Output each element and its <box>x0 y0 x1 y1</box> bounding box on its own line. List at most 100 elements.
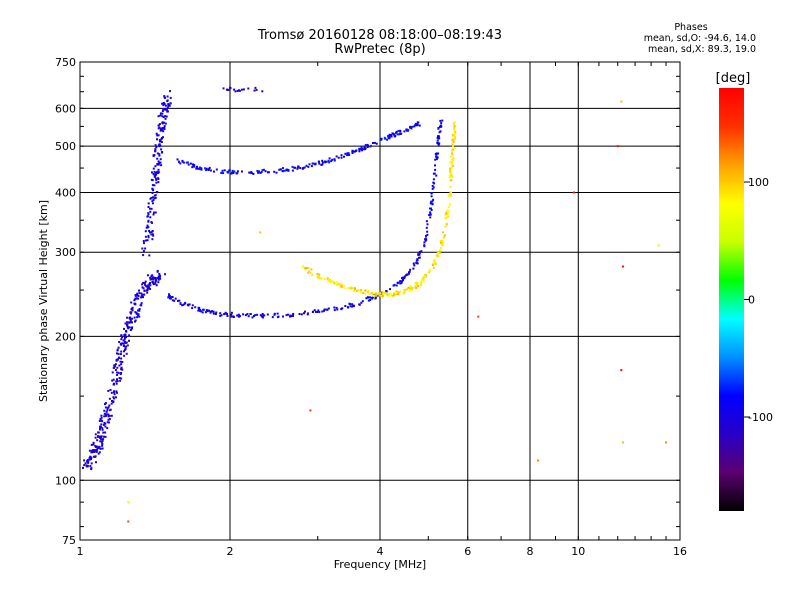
data-point <box>153 175 156 178</box>
data-point <box>115 396 117 399</box>
data-point <box>425 226 428 229</box>
data-point <box>438 251 441 254</box>
data-point <box>367 290 370 292</box>
data-point <box>327 307 330 310</box>
data-point <box>420 282 423 285</box>
data-point <box>212 312 215 315</box>
data-point <box>129 329 132 331</box>
data-point <box>126 316 129 319</box>
data-point <box>328 161 331 164</box>
data-point <box>395 290 398 293</box>
data-point <box>164 104 167 107</box>
data-point <box>88 449 91 452</box>
data-point <box>453 128 456 131</box>
data-point <box>453 121 456 124</box>
data-point <box>159 158 162 161</box>
data-point <box>98 445 101 448</box>
data-point <box>131 306 134 309</box>
data-point <box>317 309 320 312</box>
data-point <box>152 155 155 158</box>
data-point <box>416 262 419 265</box>
data-point <box>157 134 160 137</box>
data-point <box>197 306 200 309</box>
data-point <box>137 297 140 300</box>
data-point <box>429 211 432 214</box>
data-point <box>383 136 386 139</box>
data-point <box>120 357 123 360</box>
data-point <box>329 278 332 281</box>
data-point <box>442 236 445 239</box>
data-point <box>100 423 103 426</box>
data-point <box>419 284 422 287</box>
data-point <box>163 125 166 128</box>
data-point <box>101 427 104 430</box>
data-point <box>400 132 403 135</box>
data-point <box>389 288 391 291</box>
data-point <box>161 112 164 115</box>
data-point <box>410 127 413 130</box>
data-point <box>141 294 144 297</box>
data-point <box>257 171 260 174</box>
data-point <box>87 461 90 464</box>
data-point <box>95 461 97 464</box>
data-point <box>152 276 155 279</box>
data-point <box>198 308 201 311</box>
data-point <box>162 130 165 133</box>
data-point <box>162 116 165 119</box>
data-point <box>314 310 317 313</box>
data-point <box>163 95 166 98</box>
data-point <box>439 119 442 122</box>
data-point <box>430 195 433 198</box>
data-point <box>318 311 321 313</box>
data-point <box>340 154 343 157</box>
data-point <box>109 409 112 412</box>
data-point <box>149 276 152 279</box>
data-point <box>409 285 412 288</box>
data-point <box>100 416 103 419</box>
data-point <box>113 364 116 367</box>
data-point <box>434 164 436 167</box>
data-point <box>143 282 146 285</box>
data-point <box>116 348 119 351</box>
data-point <box>122 339 125 342</box>
data-point <box>425 220 428 223</box>
data-point <box>154 149 157 152</box>
data-point <box>279 168 282 171</box>
data-point <box>99 428 101 431</box>
data-point <box>352 290 355 292</box>
data-point <box>185 161 188 164</box>
data-point <box>107 418 110 421</box>
data-point <box>402 279 404 281</box>
data-point <box>124 342 127 344</box>
data-point <box>346 152 349 155</box>
data-point <box>445 210 448 213</box>
data-point <box>333 159 336 162</box>
data-point <box>412 267 415 270</box>
data-point <box>232 315 235 318</box>
data-point <box>440 122 443 125</box>
data-point <box>182 161 185 164</box>
data-point <box>198 309 201 312</box>
data-point <box>162 102 165 105</box>
data-point <box>332 280 335 283</box>
data-point <box>102 431 105 434</box>
data-point <box>176 158 179 161</box>
data-point <box>367 299 370 302</box>
data-point <box>99 447 102 450</box>
data-point <box>178 161 180 164</box>
data-point <box>144 230 147 233</box>
data-point <box>193 164 196 166</box>
data-point <box>425 234 427 237</box>
data-point <box>379 292 382 295</box>
data-point <box>432 266 435 269</box>
data-point <box>119 373 122 376</box>
data-point <box>158 273 161 275</box>
data-point <box>428 271 431 273</box>
data-point <box>657 244 660 247</box>
data-point <box>414 282 417 285</box>
data-point <box>152 283 155 286</box>
data-point <box>104 435 107 438</box>
data-point <box>357 289 360 292</box>
data-point <box>418 253 421 256</box>
data-point <box>266 313 269 316</box>
